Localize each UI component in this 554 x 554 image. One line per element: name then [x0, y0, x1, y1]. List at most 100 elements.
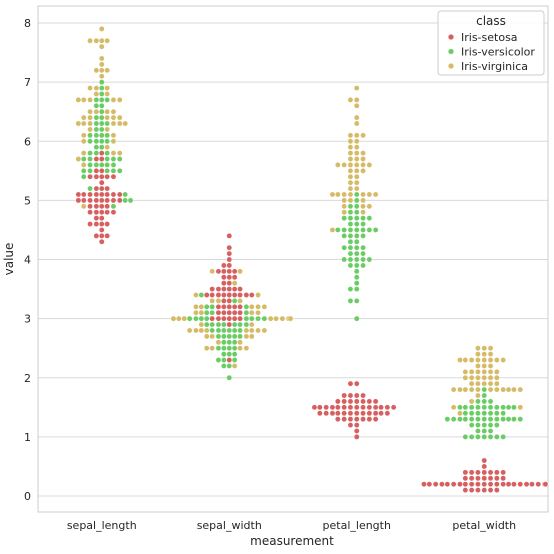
data-point-iris-virginica: [248, 333, 255, 340]
data-point-iris-setosa: [487, 487, 494, 493]
data-point-iris-virginica: [87, 120, 93, 127]
data-point-iris-virginica: [248, 327, 255, 334]
data-point-iris-setosa: [366, 410, 373, 417]
data-point-iris-virginica: [98, 26, 105, 32]
data-point-iris-versicolor: [481, 392, 488, 399]
data-point-iris-setosa: [93, 173, 100, 180]
data-point-iris-virginica: [468, 380, 475, 387]
data-point-iris-virginica: [186, 327, 193, 334]
data-point-iris-virginica: [193, 292, 199, 298]
data-point-iris-virginica: [87, 126, 93, 133]
data-point-iris-versicolor: [98, 108, 105, 115]
data-point-iris-versicolor: [93, 162, 100, 168]
data-point-iris-setosa: [215, 304, 222, 310]
data-point-iris-setosa: [104, 197, 110, 204]
data-point-iris-setosa: [353, 380, 360, 387]
data-point-iris-versicolor: [341, 233, 347, 239]
data-point-iris-versicolor: [468, 434, 475, 440]
data-point-iris-virginica: [261, 327, 268, 334]
data-point-iris-setosa: [226, 321, 233, 328]
data-point-iris-versicolor: [494, 434, 500, 440]
data-point-iris-virginica: [237, 298, 243, 304]
data-point-iris-virginica: [248, 304, 255, 310]
data-point-iris-setosa: [75, 191, 82, 198]
data-point-iris-versicolor: [237, 321, 243, 328]
data-point-iris-virginica: [500, 357, 506, 363]
data-point-iris-setosa: [494, 481, 500, 487]
data-point-iris-virginica: [110, 108, 117, 115]
data-point-iris-virginica: [366, 191, 373, 198]
data-point-iris-setosa: [231, 309, 238, 316]
data-point-iris-versicolor: [221, 357, 227, 363]
data-point-iris-versicolor: [468, 416, 475, 422]
data-point-iris-versicolor: [237, 327, 243, 334]
data-point-iris-virginica: [273, 315, 279, 322]
data-point-iris-setosa: [366, 404, 373, 411]
data-point-iris-setosa: [317, 404, 323, 411]
data-point-iris-virginica: [198, 327, 205, 334]
data-point-iris-versicolor: [104, 162, 110, 168]
data-point-iris-setosa: [104, 173, 110, 180]
data-point-iris-virginica: [203, 327, 210, 334]
y-tick-label: 1: [24, 431, 31, 444]
data-point-iris-virginica: [193, 327, 199, 334]
data-point-iris-setosa: [98, 156, 105, 162]
data-point-iris-virginica: [104, 114, 110, 121]
data-point-iris-setosa: [93, 185, 100, 192]
data-point-iris-virginica: [366, 203, 373, 210]
data-point-iris-versicolor: [203, 321, 210, 328]
data-point-iris-setosa: [432, 481, 439, 487]
data-point-iris-setosa: [347, 416, 354, 422]
data-point-iris-setosa: [323, 404, 329, 411]
data-point-iris-versicolor: [221, 363, 227, 369]
data-point-iris-virginica: [98, 55, 105, 62]
data-point-iris-virginica: [104, 108, 110, 115]
data-point-iris-versicolor: [481, 398, 488, 405]
data-point-iris-setosa: [226, 250, 233, 257]
data-point-iris-setosa: [231, 274, 238, 281]
data-point-iris-setosa: [87, 173, 93, 180]
data-point-iris-setosa: [221, 309, 227, 316]
data-point-iris-versicolor: [243, 315, 250, 322]
data-point-iris-versicolor: [360, 256, 366, 263]
data-point-iris-versicolor: [209, 309, 215, 316]
data-point-iris-virginica: [87, 114, 93, 121]
data-point-iris-versicolor: [341, 256, 347, 263]
data-point-iris-setosa: [237, 309, 243, 316]
data-point-iris-versicolor: [93, 97, 100, 103]
data-point-iris-virginica: [517, 386, 524, 393]
data-point-iris-versicolor: [494, 404, 500, 411]
data-point-iris-versicolor: [347, 286, 354, 292]
data-point-iris-virginica: [110, 138, 117, 145]
data-point-iris-versicolor: [221, 339, 227, 346]
data-point-iris-setosa: [378, 404, 384, 411]
data-point-iris-versicolor: [353, 191, 360, 198]
data-point-iris-setosa: [347, 422, 354, 428]
x-tick-label: sepal_width: [197, 519, 262, 532]
data-point-iris-setosa: [372, 404, 379, 411]
data-point-iris-versicolor: [122, 191, 128, 198]
data-point-iris-setosa: [372, 416, 379, 422]
data-point-iris-versicolor: [231, 339, 238, 346]
data-point-iris-virginica: [104, 144, 110, 150]
data-point-iris-setosa: [481, 457, 488, 464]
data-point-iris-virginica: [468, 357, 475, 363]
x-tick-label: sepal_length: [67, 519, 137, 532]
data-point-iris-virginica: [353, 138, 360, 145]
data-point-iris-versicolor: [87, 150, 93, 156]
data-point-iris-setosa: [341, 398, 347, 405]
data-point-iris-setosa: [360, 410, 366, 417]
y-tick-label: 3: [24, 313, 31, 326]
data-point-iris-versicolor: [231, 351, 238, 357]
data-point-iris-setosa: [87, 197, 93, 204]
data-point-iris-versicolor: [87, 132, 93, 139]
data-point-iris-versicolor: [93, 150, 100, 156]
data-point-iris-versicolor: [487, 398, 494, 405]
data-point-iris-setosa: [209, 286, 215, 292]
data-point-iris-virginica: [481, 369, 488, 375]
data-point-iris-versicolor: [198, 315, 205, 322]
data-point-iris-virginica: [255, 327, 261, 334]
data-point-iris-versicolor: [104, 132, 110, 139]
data-point-iris-setosa: [221, 262, 227, 269]
